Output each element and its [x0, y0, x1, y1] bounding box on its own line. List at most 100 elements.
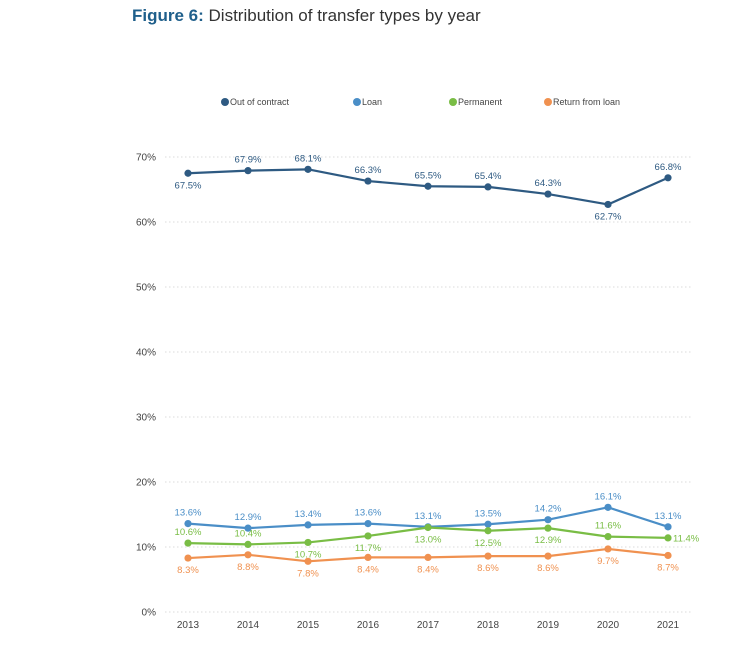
- data-label: 8.7%: [657, 562, 679, 573]
- data-label: 12.9%: [535, 535, 562, 546]
- data-label: 8.4%: [357, 564, 379, 575]
- data-label: 11.4%: [673, 533, 700, 544]
- data-label: 8.8%: [237, 562, 259, 573]
- data-label: 66.8%: [655, 162, 682, 173]
- data-label: 64.3%: [535, 178, 562, 189]
- data-label: 10.7%: [295, 549, 322, 560]
- x-tick-label: 2014: [237, 620, 260, 631]
- data-label: 10.6%: [175, 527, 202, 538]
- data-point: [304, 557, 312, 565]
- data-point: [304, 538, 312, 547]
- data-label: 14.2%: [535, 504, 562, 515]
- data-point: [244, 524, 252, 532]
- legend-label: Loan: [362, 97, 382, 107]
- legend-marker: [221, 98, 229, 106]
- data-point: [364, 177, 372, 185]
- data-label: 8.3%: [177, 565, 199, 576]
- data-label: 62.7%: [595, 211, 622, 222]
- data-point: [544, 190, 552, 198]
- data-point: [604, 503, 612, 511]
- x-tick-label: 2015: [297, 620, 320, 631]
- x-tick-label: 2019: [537, 620, 560, 631]
- x-tick-label: 2018: [477, 620, 500, 631]
- data-point: [184, 169, 192, 177]
- data-point: [484, 527, 492, 535]
- data-label: 16.1%: [595, 491, 622, 502]
- data-point: [544, 552, 552, 560]
- data-label: 68.1%: [295, 153, 322, 164]
- y-tick-label: 70%: [136, 153, 156, 164]
- legend-label: Permanent: [458, 97, 503, 107]
- data-point: [424, 553, 432, 562]
- data-label: 13.6%: [355, 508, 382, 519]
- legend-marker: [449, 98, 457, 106]
- data-point: [604, 200, 612, 209]
- data-point: [184, 554, 192, 562]
- y-tick-label: 60%: [136, 218, 156, 229]
- y-tick-label: 50%: [136, 283, 156, 294]
- figure-caption: Distribution of transfer types by year: [208, 6, 481, 25]
- data-point: [304, 165, 312, 173]
- data-point: [364, 553, 372, 562]
- data-point: [484, 520, 492, 528]
- data-label: 65.5%: [415, 170, 442, 181]
- data-point: [544, 516, 552, 524]
- data-point: [364, 520, 372, 528]
- data-point: [424, 182, 432, 190]
- data-label: 8.6%: [537, 563, 559, 574]
- data-label: 8.6%: [477, 563, 499, 574]
- data-label: 8.4%: [417, 564, 439, 575]
- data-label: 13.5%: [475, 508, 502, 519]
- x-tick-label: 2016: [357, 620, 380, 631]
- data-label: 65.4%: [475, 171, 502, 182]
- data-point: [184, 520, 192, 528]
- data-label: 66.3%: [355, 165, 382, 176]
- data-point: [244, 551, 252, 559]
- x-tick-label: 2021: [657, 620, 680, 631]
- data-point: [304, 521, 312, 529]
- data-label: 13.6%: [175, 508, 202, 519]
- y-tick-label: 20%: [136, 478, 156, 489]
- data-point: [244, 167, 252, 175]
- legend-label: Out of contract: [230, 97, 290, 107]
- data-label: 12.5%: [475, 538, 502, 549]
- figure-title: Figure 6: Distribution of transfer types…: [132, 6, 481, 26]
- x-tick-label: 2017: [417, 620, 440, 631]
- data-label: 11.6%: [595, 521, 622, 532]
- data-label: 11.7%: [355, 543, 382, 554]
- data-point: [664, 551, 672, 560]
- y-tick-label: 10%: [136, 543, 156, 554]
- y-tick-label: 40%: [136, 348, 156, 359]
- data-point: [544, 524, 552, 532]
- x-tick-label: 2013: [177, 620, 200, 631]
- data-point: [364, 532, 372, 540]
- data-label: 67.5%: [175, 180, 202, 191]
- figure-number: Figure 6:: [132, 6, 204, 25]
- data-label: 7.8%: [297, 568, 319, 579]
- y-tick-label: 0%: [142, 608, 157, 619]
- x-tick-label: 2020: [597, 620, 620, 631]
- data-point: [664, 534, 672, 542]
- legend-marker: [544, 98, 552, 106]
- data-point: [664, 523, 672, 531]
- data-label: 10.4%: [235, 528, 262, 539]
- data-label: 9.7%: [597, 556, 619, 567]
- data-label: 67.9%: [235, 155, 262, 166]
- data-label: 13.1%: [655, 511, 682, 522]
- legend-label: Return from loan: [553, 97, 620, 107]
- y-tick-label: 30%: [136, 413, 156, 424]
- data-point: [664, 174, 672, 182]
- data-point: [484, 552, 492, 560]
- data-point: [244, 540, 252, 549]
- data-point: [184, 539, 192, 547]
- data-label: 13.0%: [415, 535, 442, 546]
- data-label: 13.4%: [295, 509, 322, 520]
- data-point: [424, 523, 432, 532]
- data-point: [604, 545, 612, 553]
- data-point: [484, 183, 492, 191]
- data-label: 12.9%: [235, 512, 262, 523]
- data-point: [604, 533, 612, 541]
- data-label: 13.1%: [415, 511, 442, 522]
- legend-marker: [353, 98, 361, 106]
